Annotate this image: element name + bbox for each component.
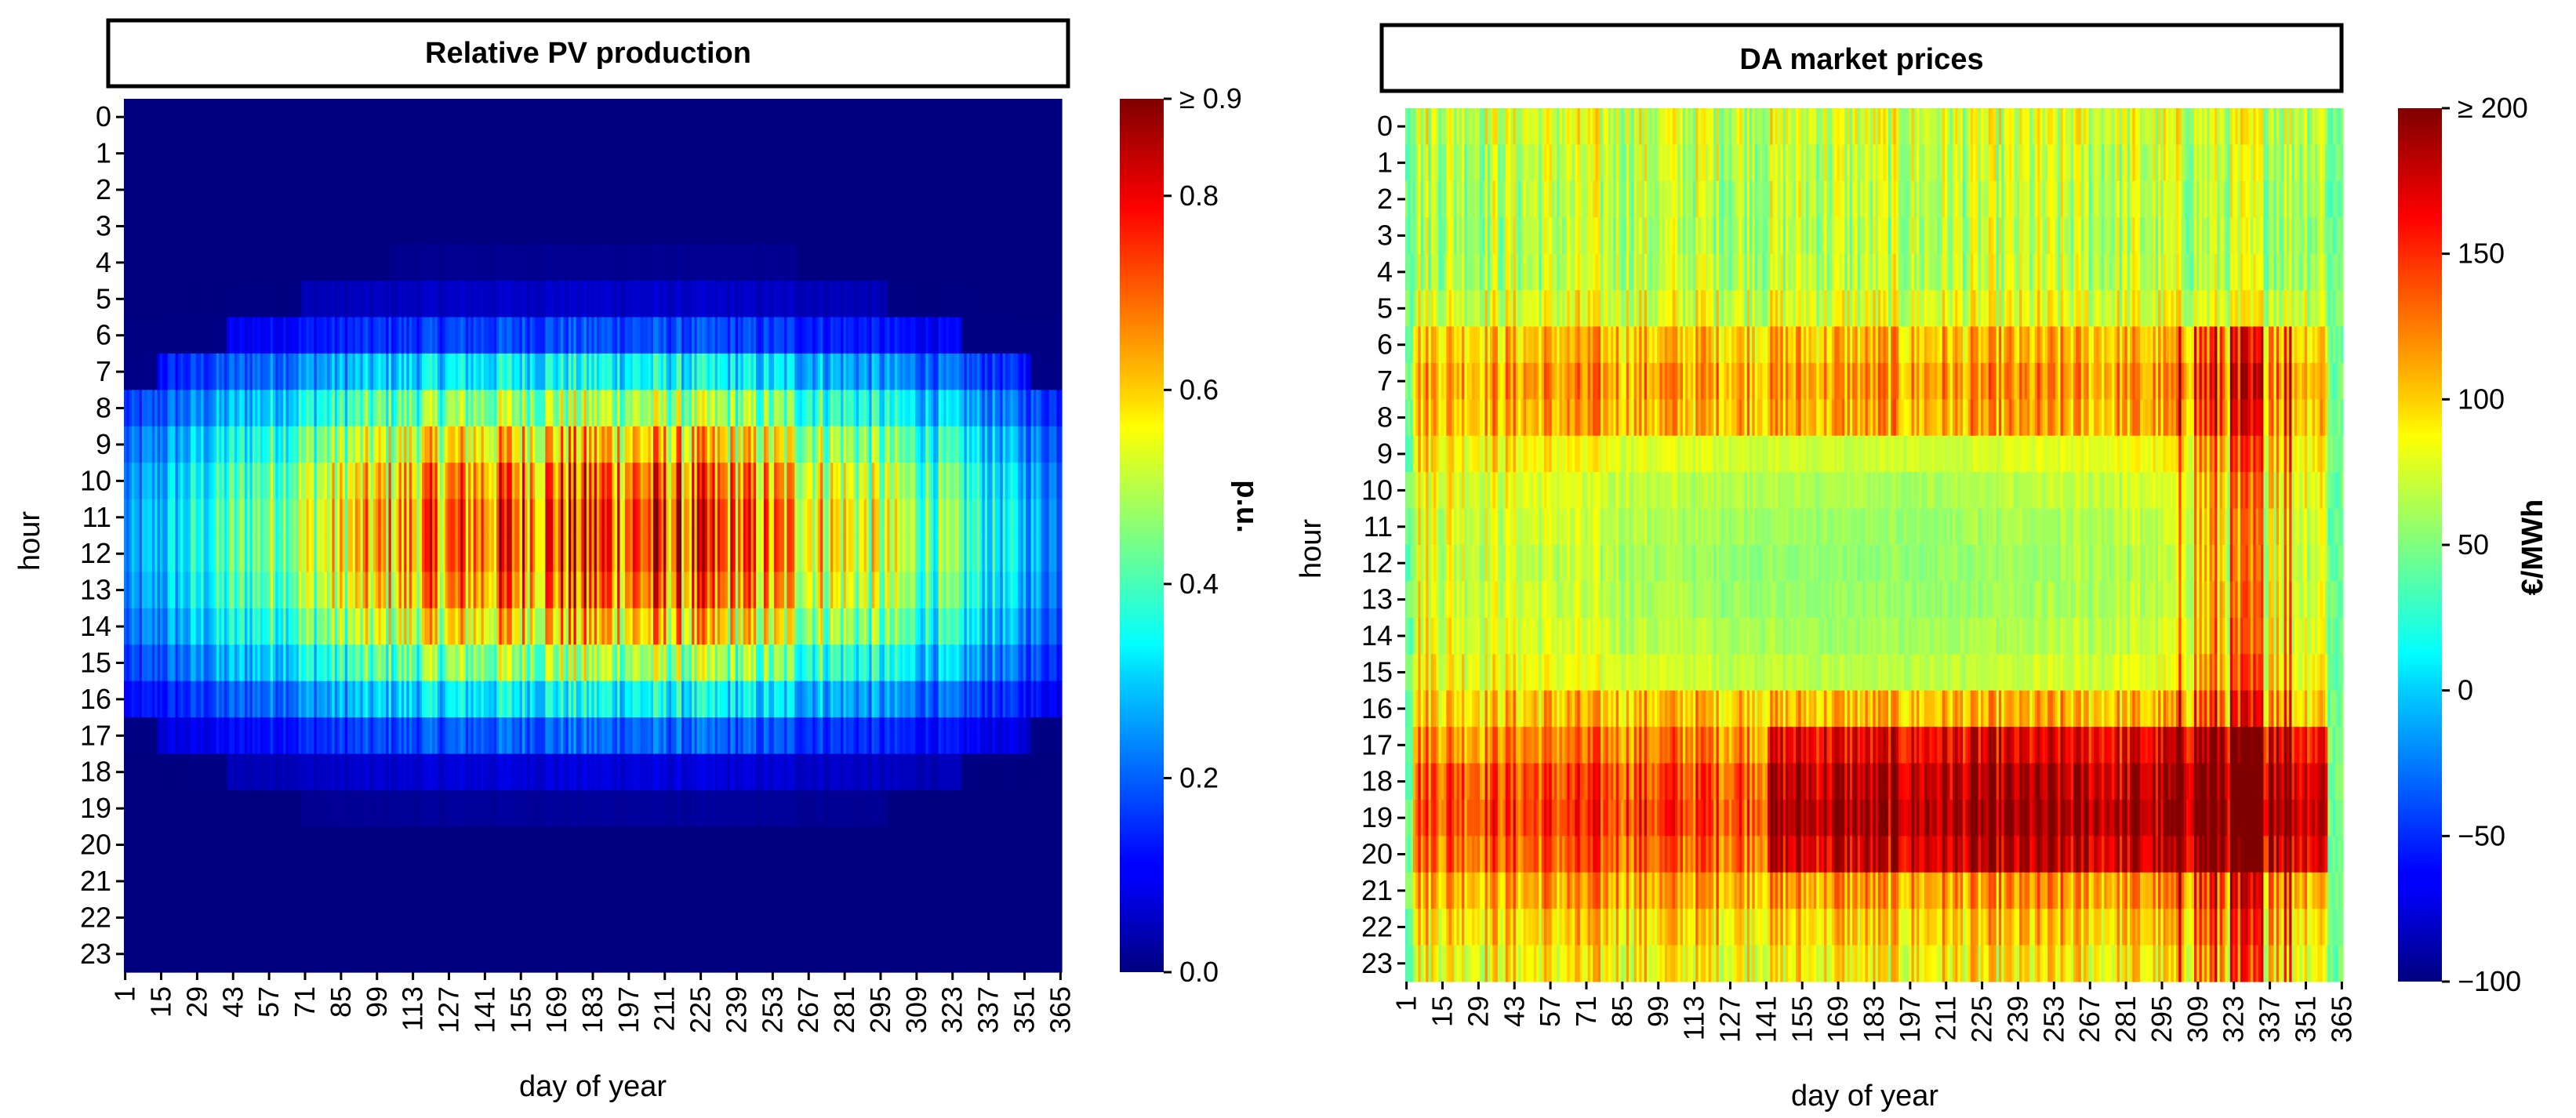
pv-title: Relative PV production: [425, 37, 751, 70]
pv-heatmap: [124, 99, 1063, 973]
pv-panel: Relative PV production 01234567891011121…: [13, 20, 1263, 1103]
figure: Relative PV production 01234567891011121…: [0, 0, 2576, 1118]
